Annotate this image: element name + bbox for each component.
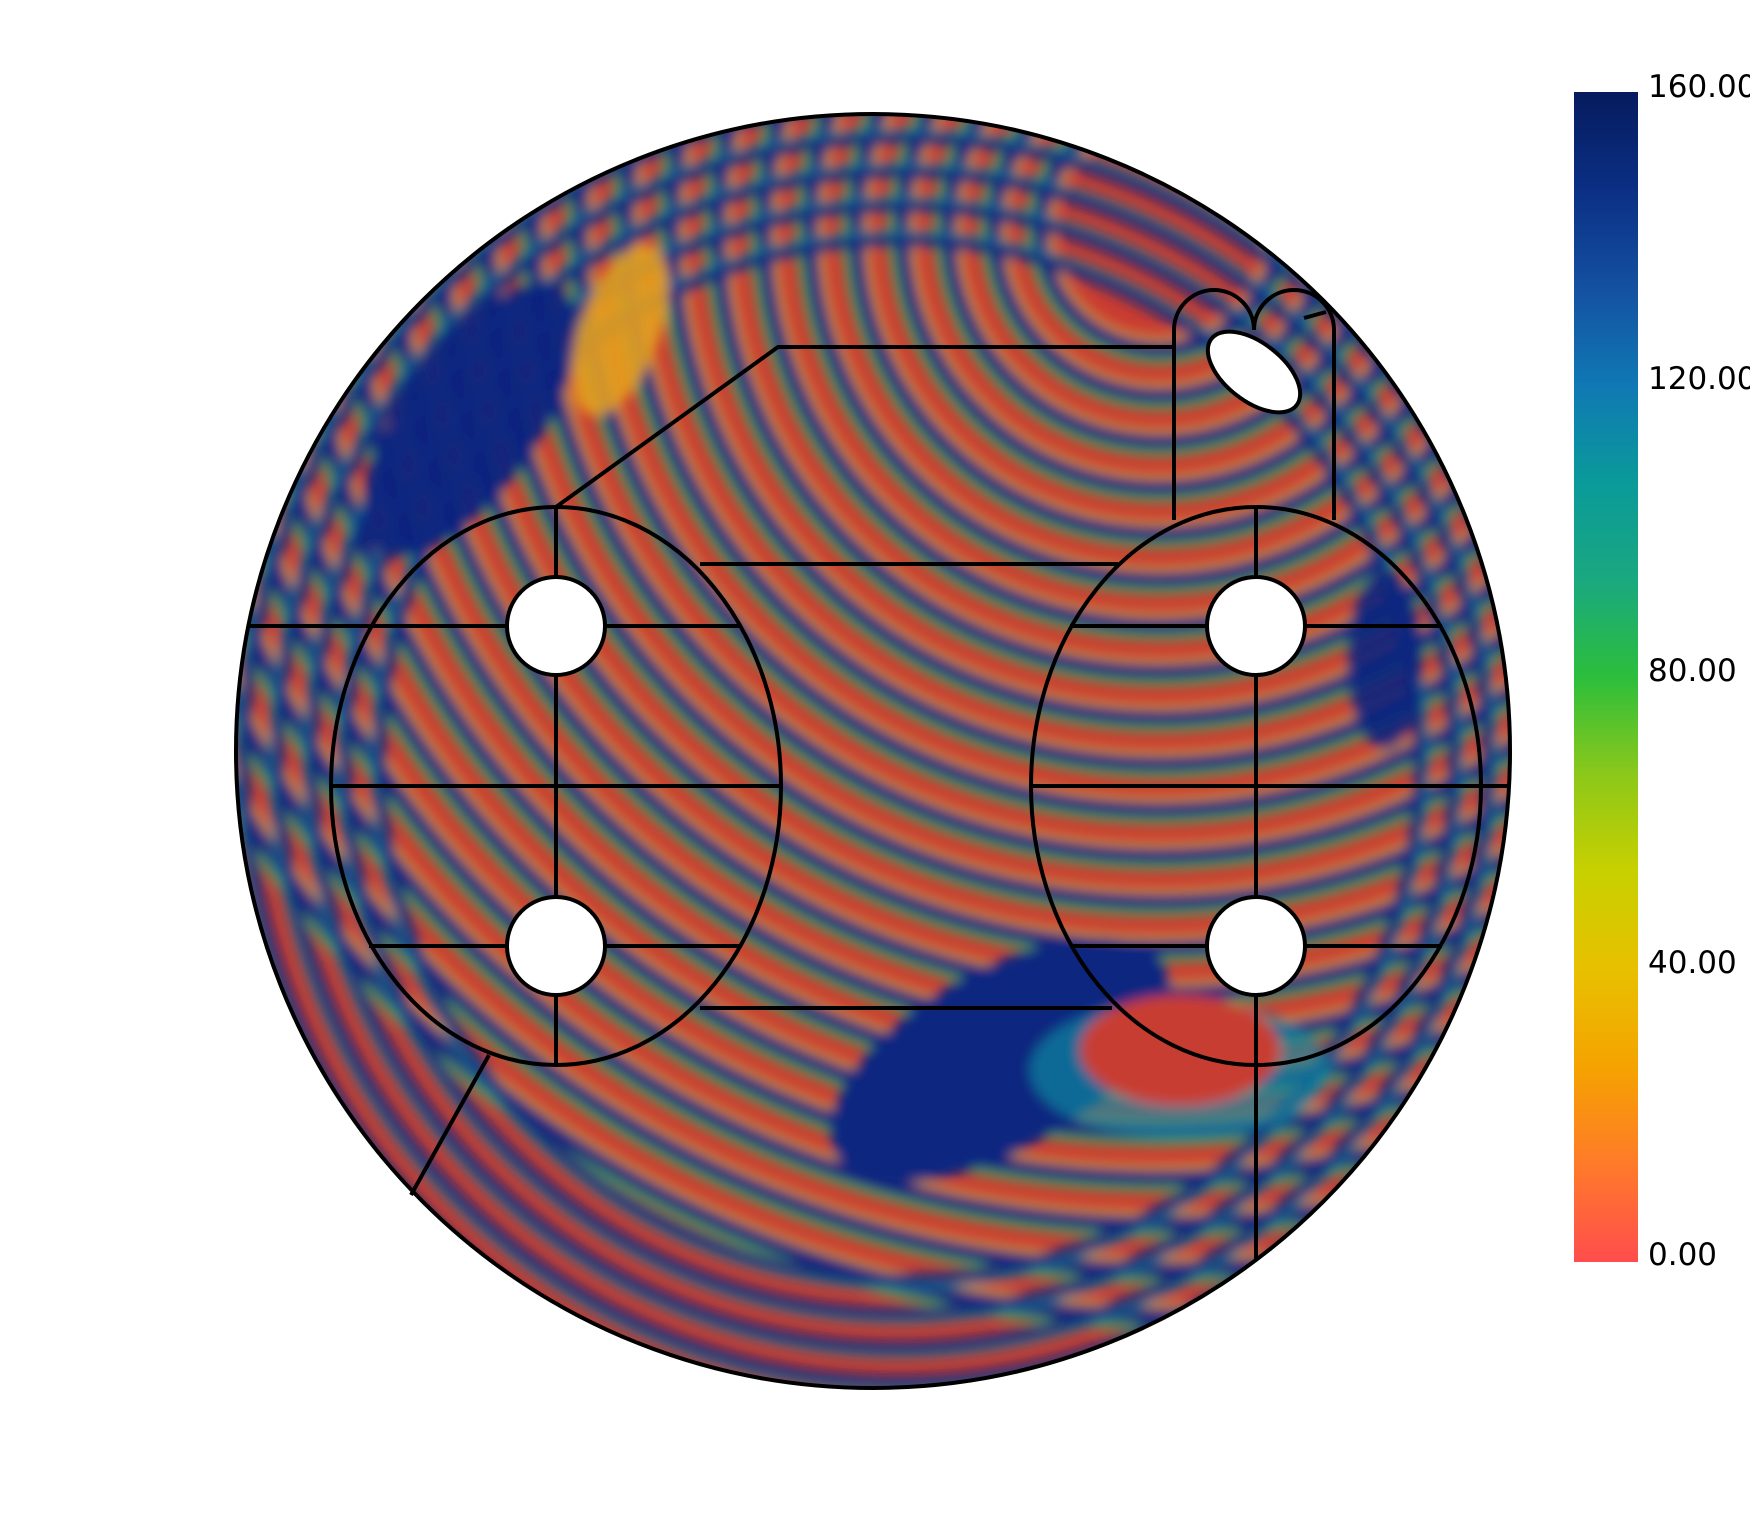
hole-right-lower xyxy=(1205,895,1307,997)
upper-connector xyxy=(554,345,1174,509)
colorbar-tick-label: 40.00 xyxy=(1648,945,1737,981)
hole-left-upper xyxy=(505,575,607,677)
field-band xyxy=(237,114,1510,1388)
field-band xyxy=(542,114,1510,848)
field-band xyxy=(799,114,1510,591)
top-loop xyxy=(1172,288,1336,520)
field-band xyxy=(370,230,1430,1290)
field-band xyxy=(236,114,1510,1308)
outer-boundary xyxy=(234,112,1512,1390)
field-band xyxy=(236,114,1510,1170)
colorbar-gradient xyxy=(1574,92,1638,1262)
field-band xyxy=(236,114,1510,1235)
field-band xyxy=(680,114,1510,710)
field-band xyxy=(271,131,1510,1388)
colorbar-tick-label: 80.00 xyxy=(1648,653,1737,689)
field-blob xyxy=(571,244,669,416)
colorbar-tick-label: 120.00 xyxy=(1648,361,1750,397)
field-band xyxy=(612,114,1510,778)
field-band xyxy=(236,114,1510,1189)
colorbar-tick-label: 160.00 xyxy=(1648,69,1750,105)
hole-right-upper xyxy=(1205,575,1307,677)
field-band xyxy=(796,114,1510,594)
field-band xyxy=(236,114,1510,1281)
field-band xyxy=(339,199,1461,1321)
field-blob xyxy=(361,282,579,558)
field-band xyxy=(704,114,1510,686)
field-disk xyxy=(236,114,1510,1388)
colorbar xyxy=(1574,92,1638,1262)
left-diagonal xyxy=(409,1054,491,1196)
hole-top-slot xyxy=(1205,329,1303,415)
field-band xyxy=(236,114,1510,1238)
field-band xyxy=(302,162,1498,1358)
edge-stub xyxy=(1303,310,1327,320)
field-band xyxy=(305,165,1495,1355)
field-band xyxy=(772,114,1510,618)
field-blob xyxy=(1347,570,1423,750)
field-band xyxy=(661,114,1510,729)
field-band xyxy=(523,114,1510,867)
field-blob xyxy=(829,937,1171,1183)
field-band xyxy=(373,233,1427,1287)
field-band xyxy=(236,114,1510,1192)
field-band xyxy=(268,128,1510,1388)
field-band xyxy=(236,114,1510,1327)
field-band xyxy=(336,196,1464,1324)
geometry-outline xyxy=(234,112,1512,1390)
field-band xyxy=(588,114,1510,802)
hole-left-lower xyxy=(505,895,607,997)
holes xyxy=(505,329,1307,997)
colorbar-tick-label: 0.00 xyxy=(1648,1237,1718,1273)
